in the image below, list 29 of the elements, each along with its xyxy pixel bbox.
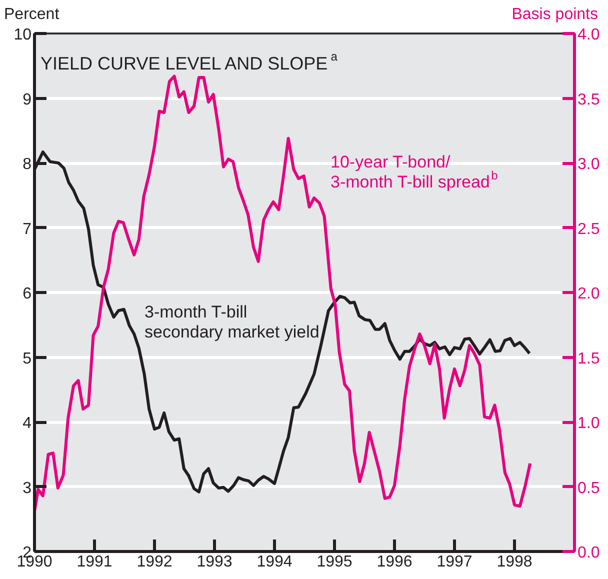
y2-tick-label: 4.0	[578, 26, 600, 44]
x-tick-label: 1996	[376, 554, 412, 570]
y-tick-label: 4	[22, 415, 32, 432]
series-label: 3-month T-bill secondary market yield	[144, 302, 320, 342]
y2-tick-label: 0.5	[578, 480, 600, 497]
y-tick-label: 8	[22, 156, 32, 173]
y-tick-label: 9	[22, 91, 32, 108]
y2-tick-label: 3.5	[578, 91, 600, 108]
y-tick-label: 6	[22, 286, 32, 302]
y2-axis-title: Basis points	[512, 5, 598, 25]
x-tick-label: 1991	[76, 554, 112, 570]
y-axis-title: Percent	[4, 5, 60, 25]
y-tick-label: 3	[22, 480, 32, 497]
y-tick-label: 7	[22, 220, 32, 238]
x-tick-label: 1997	[436, 554, 472, 570]
y2-tick-label: 2.5	[578, 220, 600, 238]
x-tick-label: 1992	[136, 554, 172, 570]
x-tick-label: 1994	[256, 554, 292, 570]
y2-tick-label: 3.0	[578, 156, 600, 173]
y2-tick-label: 1.0	[578, 415, 600, 432]
y-tick-label: 5	[22, 350, 32, 368]
y2-tick-label: 1.5	[578, 350, 600, 368]
x-tick-label: 1995	[316, 554, 352, 570]
x-tick-label: 1998	[496, 554, 532, 570]
x-tick-label: 1993	[196, 554, 232, 570]
y2-tick-label: 2.0	[578, 286, 600, 302]
line-series	[34, 74, 532, 513]
y-tick-label: 10	[14, 26, 32, 44]
y2-tick-label: 0.0	[578, 544, 600, 562]
